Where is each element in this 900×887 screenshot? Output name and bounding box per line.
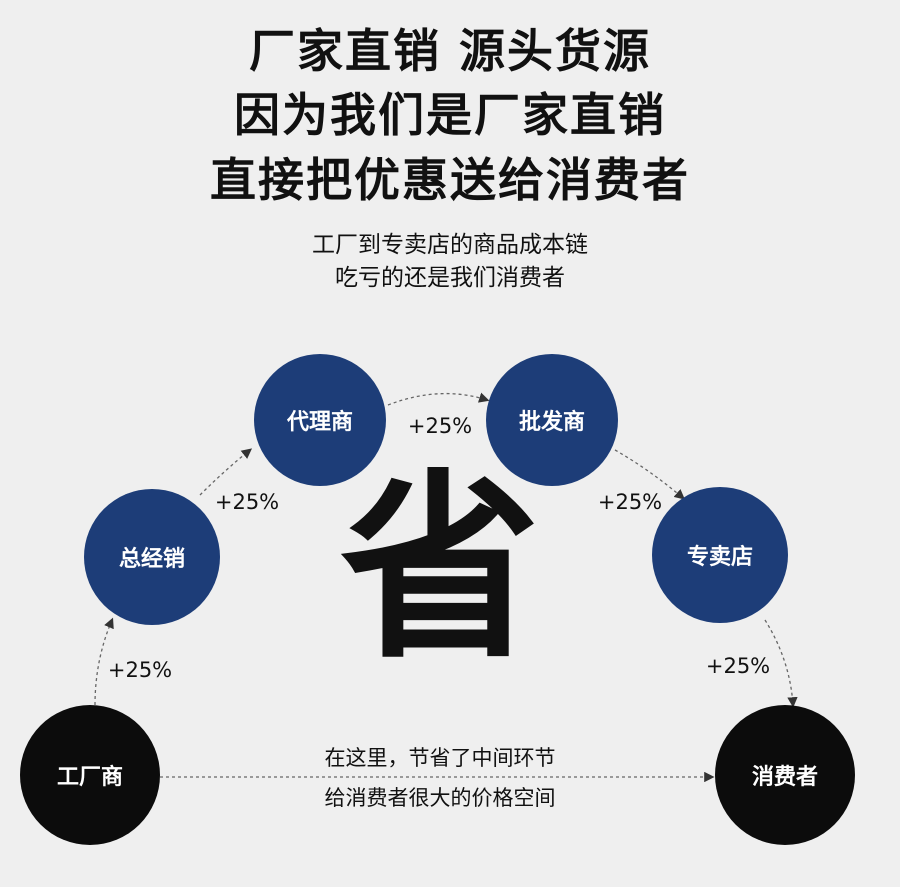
note-line-1: 在这里，节省了中间环节: [324, 746, 556, 770]
title-line-3: 直接把优惠送给消费者: [210, 153, 690, 207]
markup-wholesaler-store: +25%: [597, 490, 663, 514]
markup-store-consumer: +25%: [705, 654, 771, 678]
markup-agent-wholesaler: +25%: [407, 414, 473, 438]
note-line-2: 给消费者很大的价格空间: [324, 786, 556, 810]
markup-distributor-agent: +25%: [214, 490, 280, 514]
node-wholesaler: 批发商: [486, 354, 618, 486]
arrow-agent-wholesaler: [387, 392, 490, 406]
node-distributor: 总经销: [84, 489, 220, 625]
arrow-wholesaler-store: [614, 449, 685, 500]
subtitle-line-1: 工厂到专卖店的商品成本链: [312, 232, 588, 258]
node-factory: 工厂商: [20, 705, 160, 845]
node-consumer: 消费者: [715, 705, 855, 845]
arrow-distributor-agent: [199, 448, 253, 496]
title-line-1: 厂家直销 源头货源: [248, 24, 651, 78]
arrow-factory-distributor: [94, 617, 114, 706]
node-store: 专卖店: [652, 487, 788, 623]
center-character: 省: [340, 453, 541, 686]
node-agent: 代理商: [254, 354, 386, 486]
title-line-2: 因为我们是厂家直销: [234, 88, 666, 142]
markup-factory-distributor: +25%: [107, 658, 173, 682]
subtitle-line-2: 吃亏的还是我们消费者: [335, 265, 565, 291]
